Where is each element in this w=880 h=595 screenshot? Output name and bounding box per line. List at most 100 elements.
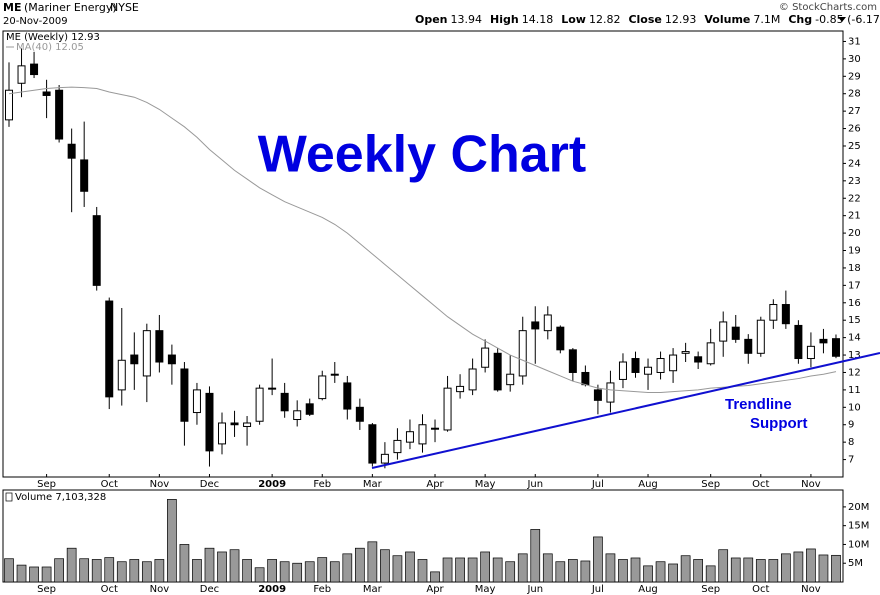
candle-body — [456, 385, 465, 393]
volume-bar — [806, 548, 816, 583]
x-tick-label: Nov — [801, 479, 821, 490]
volume-bar — [555, 561, 566, 583]
y-tick-label: 16 — [848, 298, 861, 309]
x-tick-label: Nov — [150, 479, 170, 490]
candle-body — [418, 424, 427, 445]
volume-bar — [831, 554, 841, 583]
candle-body — [719, 321, 728, 342]
volume-bar — [54, 558, 64, 583]
y-tick-label: 29 — [848, 71, 861, 82]
candle-body — [831, 338, 840, 357]
date: 20-Nov-2009 — [3, 16, 68, 27]
volume-bar — [818, 554, 829, 583]
candle-body — [205, 392, 214, 452]
volume-bar — [116, 561, 127, 583]
volume-bar — [655, 561, 666, 583]
candle-body — [67, 143, 76, 159]
candle-body — [518, 330, 527, 377]
y-tick-label: 15M — [848, 521, 869, 532]
x-tick-label: Dec — [200, 479, 219, 490]
candle-body — [230, 422, 239, 426]
candle-body — [343, 382, 352, 410]
volume-bar — [505, 561, 516, 583]
candle-body — [130, 354, 139, 365]
legend-icon — [5, 492, 13, 502]
annotation-support: Support — [750, 415, 808, 432]
candle-body — [506, 373, 515, 386]
candle-body — [155, 330, 164, 363]
price-panel — [2, 30, 844, 478]
legend-label: Volume 7,103,328 — [15, 492, 106, 503]
x-tick-label: Jun — [526, 479, 543, 490]
quote-value: -0.85 (-6.17%) — [815, 13, 880, 26]
volume-bar — [530, 529, 541, 583]
y-tick-label: 5M — [848, 558, 863, 569]
x-tick-label: Oct — [101, 584, 118, 595]
y-tick-label: 24 — [848, 158, 861, 169]
candle-body — [593, 389, 602, 401]
volume-bar — [768, 559, 779, 583]
dropdown-arrow — [838, 17, 846, 22]
x-tick-label: 2009 — [258, 479, 286, 490]
volume-bar — [693, 559, 704, 583]
y-tick-label: 19 — [848, 246, 861, 257]
volume-bar — [317, 557, 328, 583]
candle-body — [330, 373, 339, 376]
candle-body — [368, 424, 377, 464]
y-tick-label: 23 — [848, 176, 861, 187]
company-name: (Mariner Energy) — [24, 1, 117, 14]
volume-bar — [793, 551, 804, 583]
x-tick-label: Aug — [638, 479, 658, 490]
volume-bar — [542, 553, 553, 583]
y-tick-label: 20M — [848, 502, 869, 513]
volume-bar — [580, 560, 591, 583]
volume-bar — [455, 557, 465, 583]
volume-bar — [392, 555, 403, 583]
y-tick-label: 10M — [848, 539, 869, 550]
x-tick-label: 2009 — [258, 584, 286, 595]
volume-bar — [342, 553, 353, 583]
volume-bar — [267, 559, 277, 583]
y-tick-label: 15 — [848, 315, 861, 326]
candle-body — [756, 319, 765, 354]
candle-body — [192, 389, 201, 414]
x-tick-label: Feb — [313, 584, 331, 595]
annotation-title: Weekly Chart — [258, 126, 587, 184]
volume-bar — [242, 559, 252, 583]
candle-body — [644, 366, 653, 375]
volume-bar — [605, 553, 616, 583]
x-tick-label: Feb — [313, 479, 331, 490]
candle-body — [255, 387, 264, 422]
volume-bar — [16, 564, 27, 583]
symbol: ME — [3, 1, 21, 14]
legend-label: MA(40) 12.05 — [16, 42, 84, 53]
candle-body — [744, 338, 753, 354]
candle-body — [606, 382, 615, 403]
x-tick-label: Oct — [101, 479, 118, 490]
volume-bar — [192, 559, 202, 583]
quote-label: Chg — [788, 13, 812, 26]
volume-bar — [492, 557, 503, 583]
y-tick-label: 25 — [848, 141, 861, 152]
candle-body — [493, 352, 502, 391]
x-tick-label: Mar — [363, 584, 383, 595]
candle-body — [117, 359, 126, 391]
candle-body — [694, 356, 703, 363]
candle-body — [656, 358, 665, 373]
volume-bar — [229, 549, 240, 583]
x-tick-label: May — [475, 584, 496, 595]
candle-body — [581, 371, 590, 386]
y-tick-label: 7 — [848, 455, 854, 466]
volume-bar — [442, 557, 453, 583]
volume-bar — [517, 553, 528, 583]
volume-bar — [680, 555, 691, 583]
candle-body — [243, 422, 252, 427]
x-tick-label: Dec — [200, 584, 219, 595]
volume-bar — [593, 536, 603, 583]
volume-bar — [730, 557, 741, 583]
volume-bar — [755, 559, 766, 583]
candle-body — [305, 403, 314, 415]
quote-label: Open — [415, 13, 448, 26]
candle-body — [80, 159, 89, 192]
candle-body — [17, 65, 26, 84]
